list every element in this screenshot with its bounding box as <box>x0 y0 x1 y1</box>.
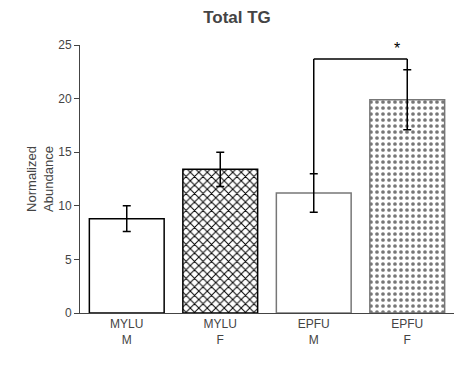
svg-text:20: 20 <box>58 92 72 106</box>
svg-text:Total TG: Total TG <box>203 8 271 27</box>
svg-text:5: 5 <box>65 253 72 267</box>
svg-text:NormalizedAbundance: NormalizedAbundance <box>24 146 56 212</box>
svg-text:MYLUM: MYLUM <box>110 317 143 347</box>
svg-text:0: 0 <box>65 306 72 320</box>
svg-text:EPFUM: EPFUM <box>298 317 330 347</box>
svg-text:*: * <box>394 40 400 57</box>
svg-text:15: 15 <box>58 145 72 159</box>
svg-text:10: 10 <box>58 199 72 213</box>
svg-text:MYLUF: MYLUF <box>204 317 237 347</box>
svg-text:EPFUF: EPFUF <box>391 317 423 347</box>
svg-text:25: 25 <box>58 38 72 52</box>
